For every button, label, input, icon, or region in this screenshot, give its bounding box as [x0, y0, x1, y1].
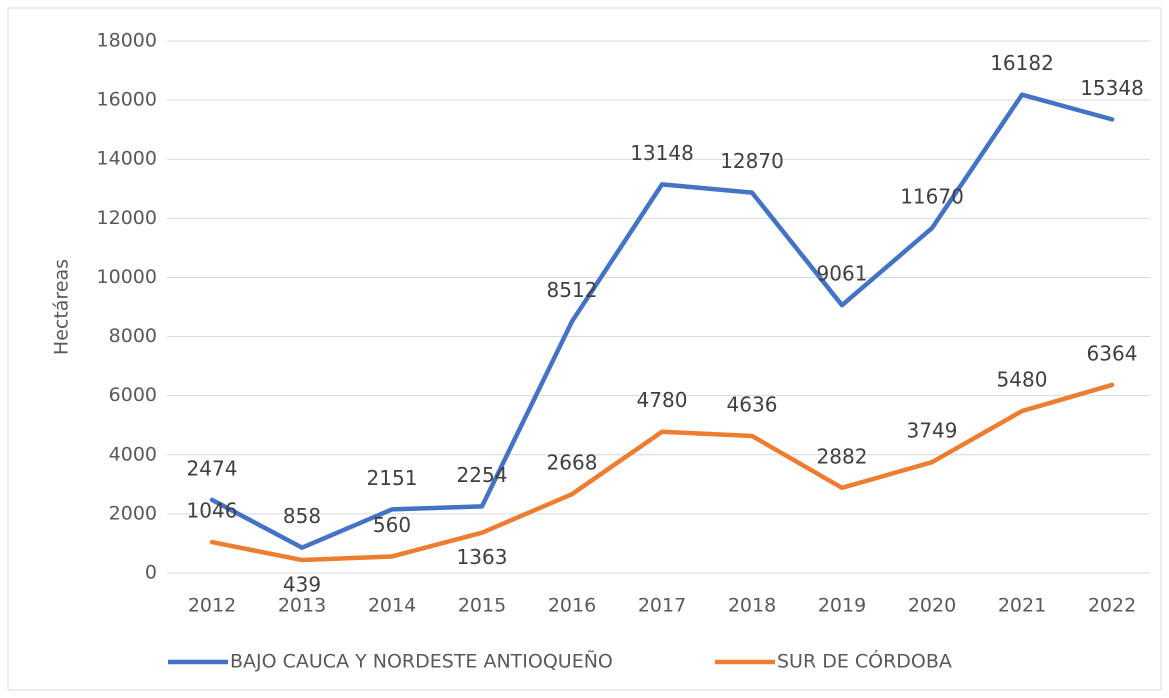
x-tick-label: 2016: [548, 595, 596, 617]
x-tick-label: 2017: [638, 595, 686, 617]
y-tick-label: 16000: [97, 89, 157, 111]
data-label: 16182: [990, 51, 1054, 75]
data-label: 11670: [900, 185, 964, 209]
data-label: 3749: [907, 419, 958, 443]
data-label: 8512: [547, 278, 598, 302]
data-label: 4636: [727, 392, 778, 416]
data-label: 1046: [187, 499, 238, 523]
x-tick-label: 2013: [278, 595, 326, 617]
data-label: 2254: [457, 463, 508, 487]
x-tick-label: 2019: [818, 595, 866, 617]
y-axis-title: Hectáreas: [51, 259, 73, 355]
y-tick-label: 18000: [97, 30, 157, 52]
chart-border: [7, 7, 1162, 691]
x-tick-label: 2012: [188, 595, 236, 617]
x-tick-label: 2021: [998, 595, 1046, 617]
data-label: 13148: [630, 141, 694, 165]
legend-label: BAJO CAUCA Y NORDESTE ANTIOQUEÑO: [230, 650, 613, 673]
data-label: 6364: [1087, 341, 1138, 365]
x-tick-label: 2018: [728, 595, 776, 617]
y-tick-label: 14000: [97, 148, 157, 170]
legend-label: SUR DE CÓRDOBA: [777, 649, 952, 673]
series-line: [209, 92, 1115, 550]
x-tick-label: 2015: [458, 595, 506, 617]
y-tick-label: 12000: [97, 207, 157, 229]
x-tick-label: 2014: [368, 595, 416, 617]
data-label: 2882: [817, 444, 868, 468]
y-tick-label: 4000: [109, 443, 157, 465]
data-label: 12870: [720, 149, 784, 173]
data-label: 9061: [817, 262, 868, 286]
y-tick-label: 10000: [97, 266, 157, 288]
data-label: 2151: [367, 466, 418, 490]
data-label: 15348: [1080, 76, 1144, 100]
data-label: 1363: [457, 545, 508, 569]
data-label: 4780: [637, 388, 688, 412]
data-label: 2474: [187, 456, 238, 480]
data-label: 2668: [547, 451, 598, 475]
x-tick-label: 2020: [908, 595, 956, 617]
data-label: 560: [373, 513, 411, 537]
y-tick-label: 0: [145, 562, 157, 584]
x-tick-label: 2022: [1088, 595, 1136, 617]
data-label: 439: [283, 573, 321, 597]
y-tick-label: 2000: [109, 502, 157, 524]
data-label: 858: [283, 504, 321, 528]
y-tick-label: 8000: [109, 325, 157, 347]
series-line: [209, 382, 1115, 563]
data-label: 5480: [997, 368, 1048, 392]
y-tick-label: 6000: [109, 384, 157, 406]
